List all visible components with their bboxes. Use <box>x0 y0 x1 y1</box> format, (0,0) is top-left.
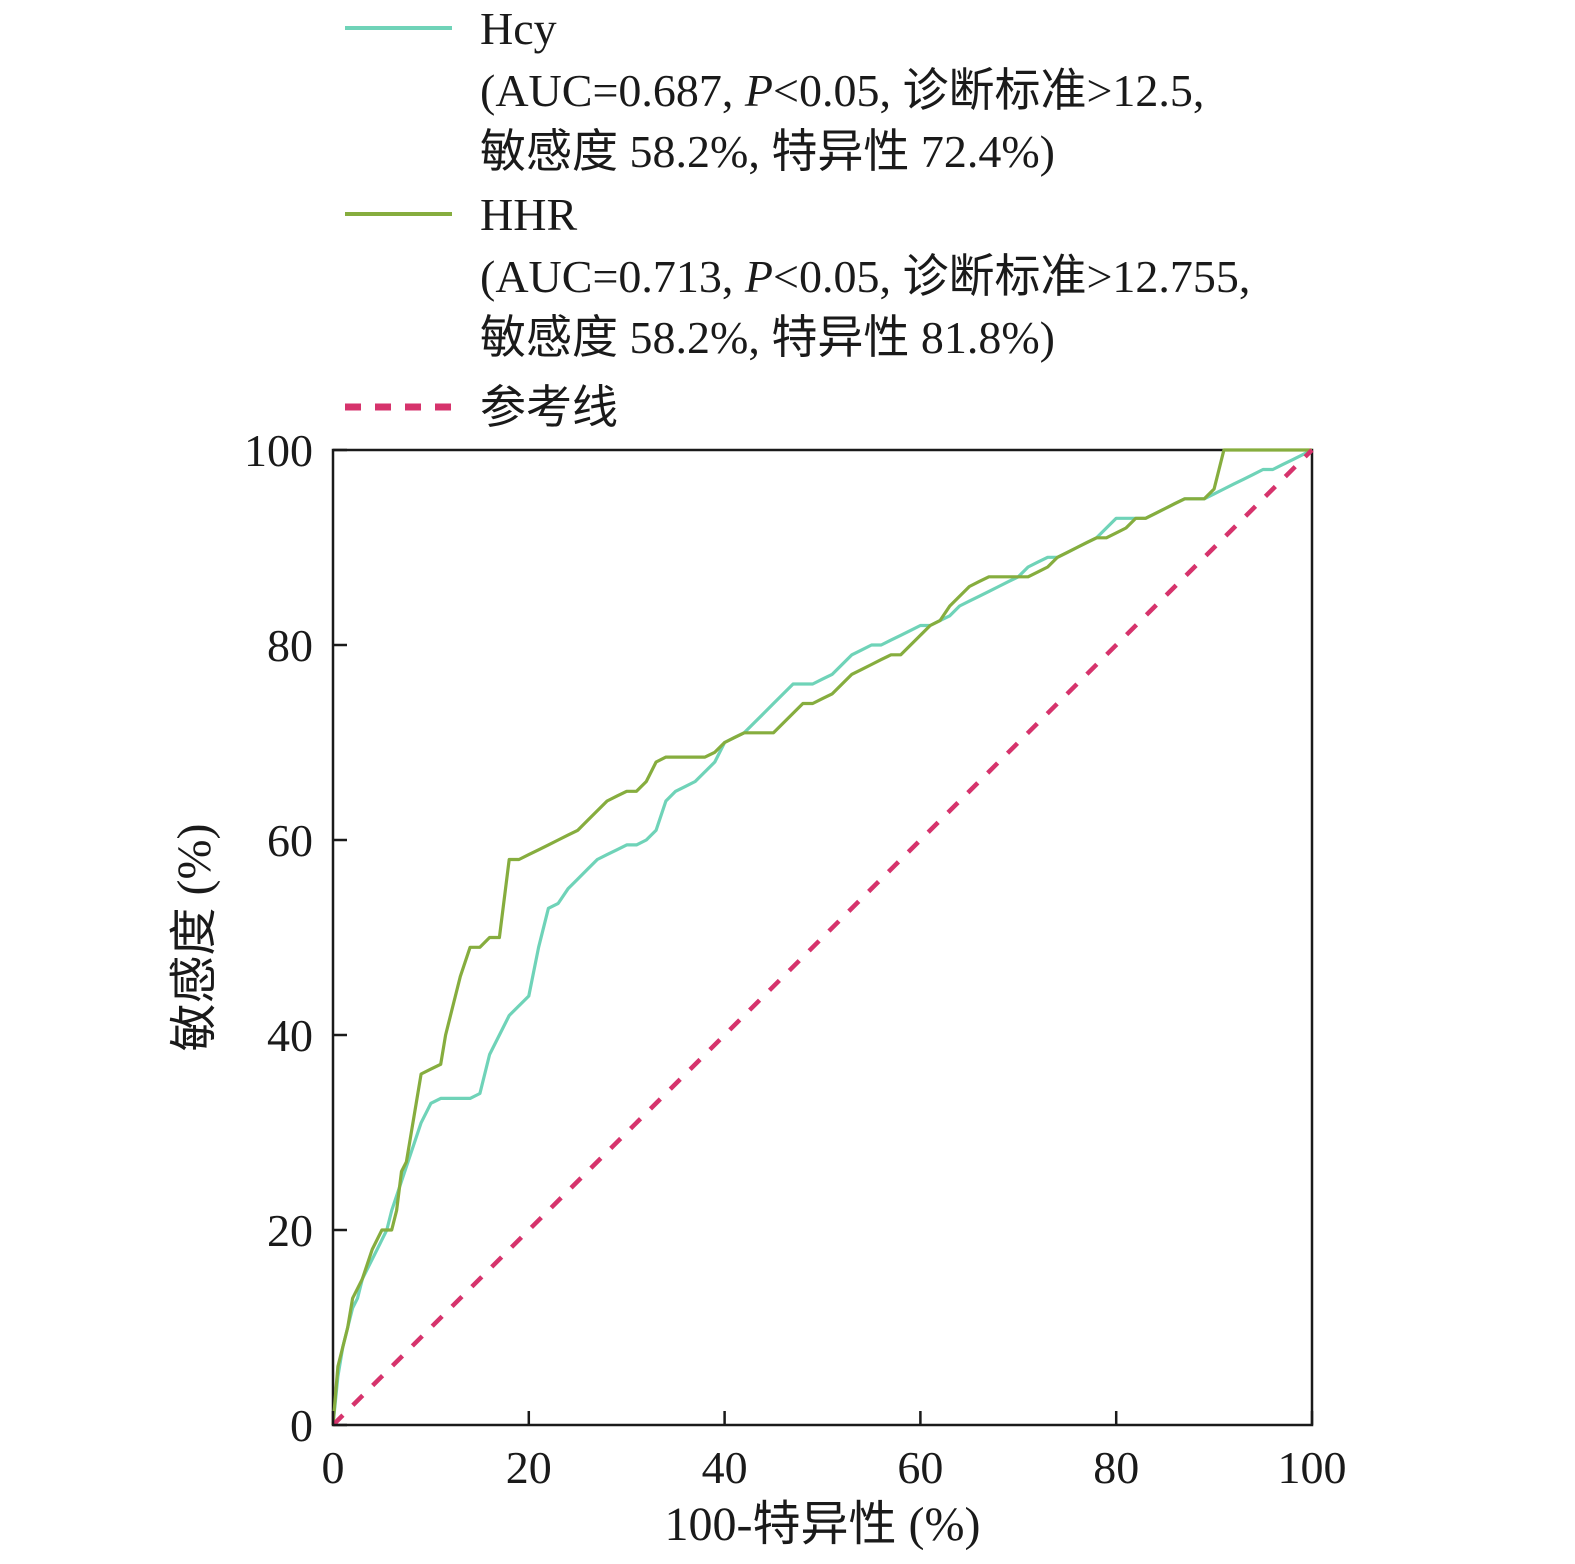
x-axis: 0 20 40 60 80 100 <box>322 1411 1347 1493</box>
series-line-reference <box>331 448 1314 1427</box>
legend-label: Hcy <box>480 3 557 54</box>
y-axis-title: 敏感度 (%) <box>168 824 221 1052</box>
legend-detail: 敏感度 58.2%, 特异性 81.8%) <box>480 312 1055 363</box>
x-tick-label: 60 <box>897 1442 943 1493</box>
legend: Hcy (AUC=0.687, P<0.05, 诊断标准>12.5, 敏感度 58.… <box>345 3 1250 433</box>
legend-detail: (AUC=0.687, P<0.05, 诊断标准>12.5, <box>480 65 1204 116</box>
plot-area <box>331 448 1314 1427</box>
x-tick-label: 40 <box>702 1442 748 1493</box>
x-axis-title: 100-特异性 (%) <box>665 1498 981 1551</box>
x-tick-label: 20 <box>506 1442 552 1493</box>
x-tick-label: 80 <box>1093 1442 1139 1493</box>
y-tick-label: 80 <box>267 620 313 671</box>
y-tick-label: 20 <box>267 1205 313 1256</box>
x-tick-label: 100 <box>1278 1442 1347 1493</box>
legend-label: HHR <box>480 189 577 240</box>
plot-frame <box>331 448 1314 1427</box>
legend-label: 参考线 <box>480 382 618 433</box>
legend-detail: (AUC=0.713, P<0.05, 诊断标准>12.755, <box>480 251 1250 302</box>
series-layer <box>331 448 1314 1427</box>
y-tick-label: 40 <box>267 1010 313 1061</box>
y-tick-label: 60 <box>267 815 313 866</box>
series-line-hhr <box>331 448 1312 1426</box>
y-tick-label: 100 <box>244 425 313 476</box>
x-tick-label: 0 <box>322 1442 345 1493</box>
legend-detail: 敏感度 58.2%, 特异性 72.4%) <box>480 126 1055 177</box>
y-tick-label: 0 <box>290 1400 313 1451</box>
y-axis: 0 20 40 60 80 100 <box>244 425 347 1451</box>
